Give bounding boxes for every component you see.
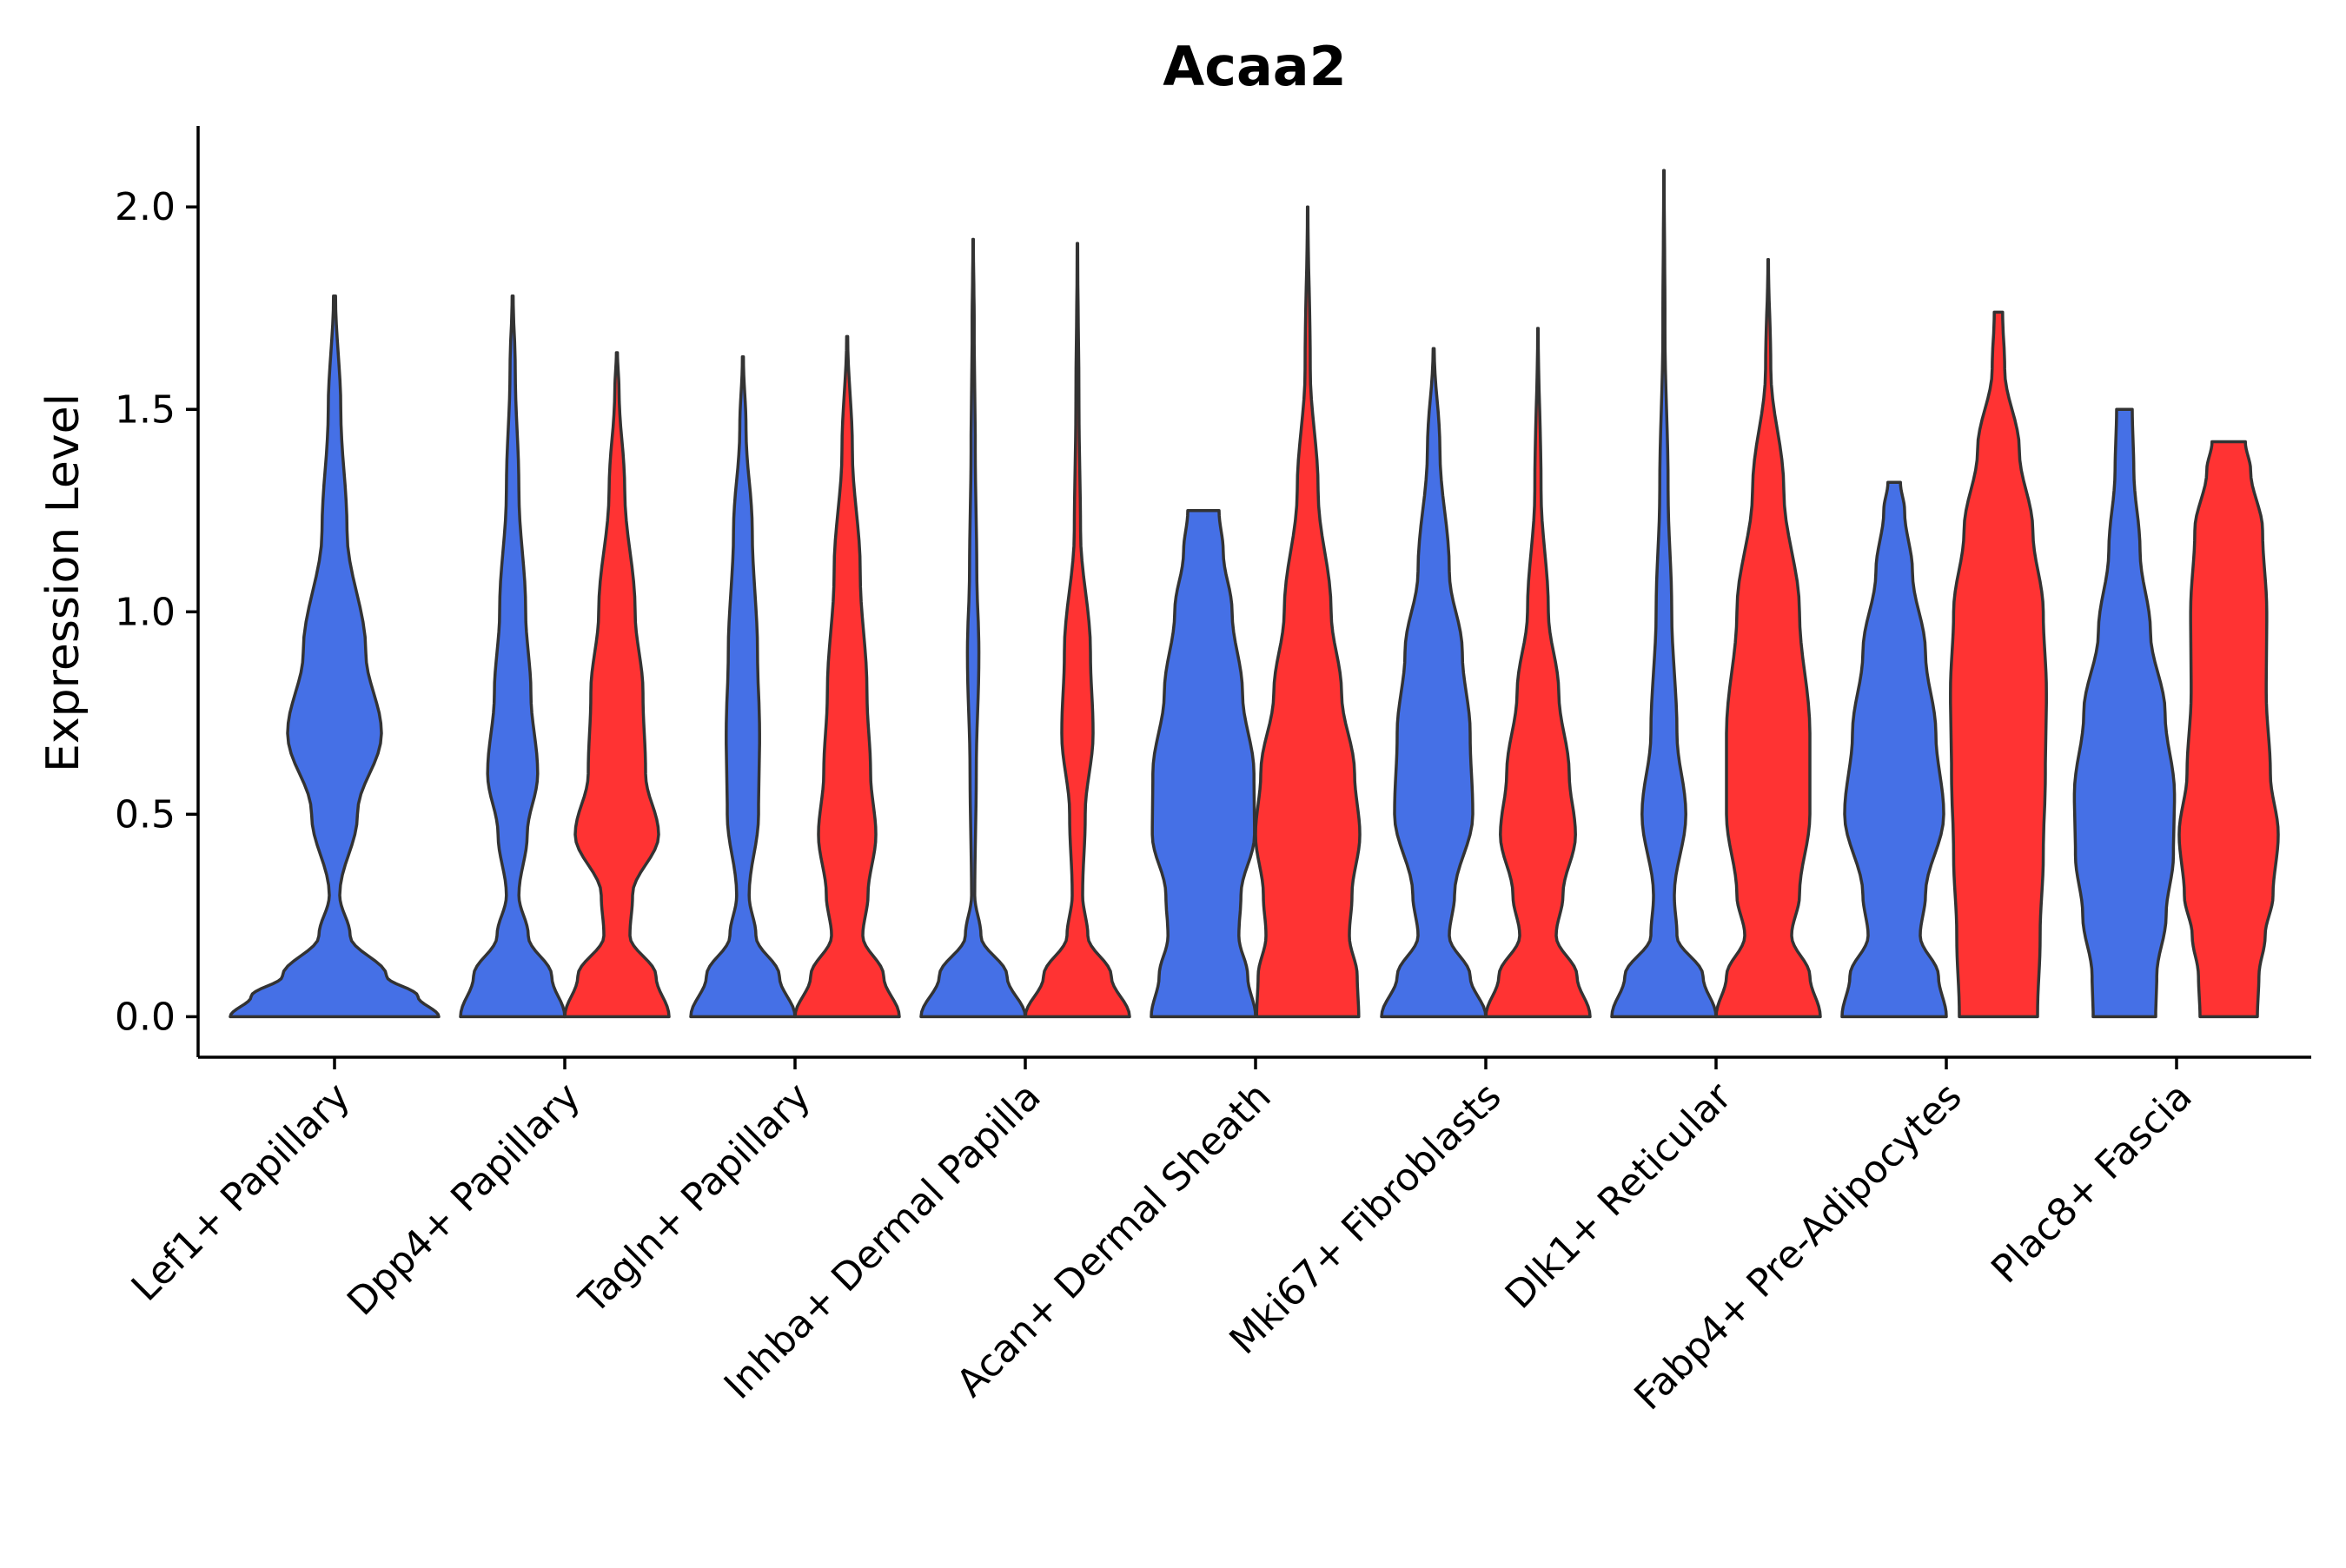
y-tick-label: 1.5 [115, 387, 176, 432]
violin-blue-tagln-papillary [689, 354, 797, 1019]
x-tick-label: Dpp4+ Papillary [339, 1075, 589, 1325]
violins-layer [229, 169, 2280, 1019]
y-tick-label: 0.5 [115, 792, 176, 837]
violin-red-mki67-fibroblasts [1484, 327, 1592, 1019]
chart-title: Acaa2 [1163, 35, 1347, 98]
violin-blue-lef1-papillary [229, 294, 441, 1019]
violin-red-acan-dermal-sheath [1254, 205, 1362, 1019]
violin-blue-dlk1-reticular [1610, 169, 1718, 1019]
y-tick-label: 0.0 [115, 995, 176, 1039]
violin-red-dpp4-papillary [563, 351, 671, 1019]
violin-red-fabp4-pre-adipocytes [1949, 310, 2048, 1019]
violin-blue-inhba-dermal-papilla [919, 237, 1027, 1019]
y-axis-title: Expression Level [37, 394, 89, 772]
violin-blue-acan-dermal-sheath [1150, 509, 1257, 1019]
violin-blue-dpp4-papillary [459, 294, 567, 1019]
violin-blue-fabp4-pre-adipocytes [1840, 480, 1948, 1019]
x-tick-label: Plac8+ Fascia [1983, 1075, 2201, 1293]
violin-red-dlk1-reticular [1714, 258, 1822, 1019]
x-tick-label: Tagln+ Papillary [571, 1075, 819, 1323]
violin-blue-mki67-fibroblasts [1380, 347, 1488, 1019]
y-ticks: 0.0 0.5 1.0 1.5 2.0 [115, 185, 198, 1039]
violin-red-plac8-fascia [2177, 440, 2280, 1019]
y-tick-label: 1.0 [115, 590, 176, 634]
x-tick-label: Dlk1+ Reticular [1497, 1074, 1741, 1318]
violin-red-inhba-dermal-papilla [1024, 241, 1131, 1019]
violin-red-tagln-papillary [793, 334, 901, 1019]
x-tick-label: Lef1+ Papillary [123, 1075, 359, 1310]
violin-blue-plac8-fascia [2072, 407, 2177, 1019]
y-tick-label: 2.0 [115, 185, 176, 229]
